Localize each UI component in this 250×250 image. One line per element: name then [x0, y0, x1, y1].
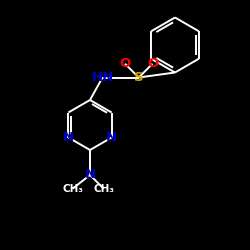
Text: O: O [147, 57, 158, 70]
Text: HN: HN [91, 71, 114, 84]
Text: N: N [63, 131, 74, 144]
Text: N: N [84, 168, 96, 181]
Text: CH₃: CH₃ [93, 184, 114, 194]
Text: O: O [120, 57, 130, 70]
Text: S: S [134, 71, 143, 84]
Text: CH₃: CH₃ [62, 184, 83, 194]
Text: N: N [106, 131, 117, 144]
